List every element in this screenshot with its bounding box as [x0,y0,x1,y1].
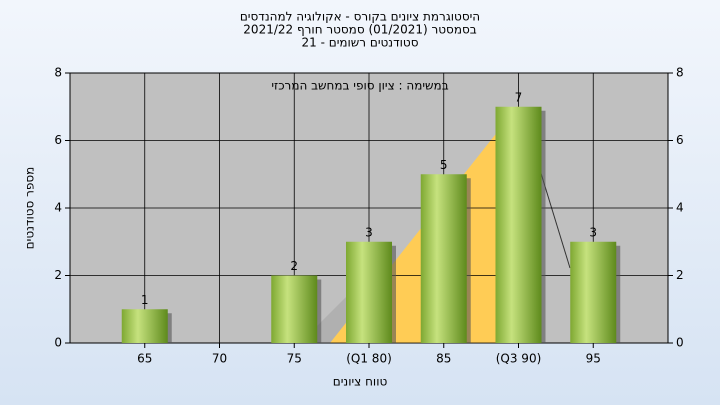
y-tick-label: 2 [54,268,62,282]
x-tick-label: 95 [586,352,601,366]
x-tick-label: 65 [137,352,152,366]
chart-title: היסטוגרמת ציונים בקורס - אקולוגיה למהנדס… [240,10,480,24]
bar [495,106,542,343]
y2-tick-label: 8 [676,66,684,80]
x-tick-label: 70 [212,352,227,366]
y-tick-label: 6 [54,133,62,147]
data-label: 1 [141,293,149,307]
x-tick-label: (Q1 80) [346,352,392,366]
y-tick-label: 8 [54,66,62,80]
bar [346,241,392,343]
x-tick-label: (Q3 90) [496,352,542,366]
y2-tick-label: 0 [676,336,684,350]
y-axis-label: מספר סטודנטים [23,167,37,250]
y2-tick-label: 2 [676,268,684,282]
bar [420,174,467,343]
x-tick-label: 85 [436,352,451,366]
chart-title: סטודנטים רשומים - 21 [301,36,418,50]
data-label: 3 [589,225,597,239]
y-tick-label: 0 [54,336,62,350]
y-tick-label: 4 [54,201,62,215]
data-label: 5 [440,158,448,172]
chart-title: בסמסטר (01/2021) סמסטר חורף 2021/22 [243,23,476,37]
bar [271,275,318,343]
data-label: 3 [365,225,373,239]
data-label: 2 [290,259,298,273]
bar [570,241,617,343]
x-axis-label: טווח ציונים [333,375,388,389]
annotation: במשימה : ציון סופי במחשב המרכזי [271,79,448,93]
data-label: 7 [515,90,523,104]
x-tick-label: 75 [287,352,302,366]
bar [121,309,168,343]
y2-tick-label: 6 [676,133,684,147]
y2-tick-label: 4 [676,201,684,215]
